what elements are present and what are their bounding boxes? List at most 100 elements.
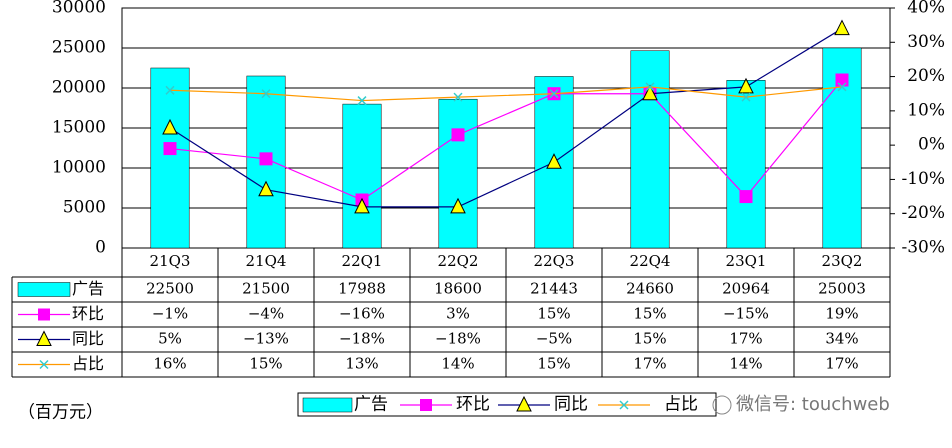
table-cell: 18600 [434, 280, 482, 298]
marker [259, 152, 273, 166]
marker [451, 128, 465, 142]
y2-tick-label: -30% [901, 238, 945, 258]
line [169, 28, 843, 208]
table-cell: −18% [339, 330, 385, 348]
marker [738, 77, 754, 94]
legend-label: 广告 [354, 395, 388, 415]
bar [726, 80, 766, 249]
marker [354, 197, 370, 214]
table-cell: 15% [633, 330, 666, 348]
y2-tick-label: -20% [901, 203, 945, 223]
marker [163, 142, 177, 156]
table-cell: 15% [537, 305, 570, 323]
y2-tick-label: 20% [907, 66, 945, 86]
x-tick-label: 21Q3 [150, 252, 191, 270]
table-cell: 17% [729, 330, 762, 348]
marker [549, 89, 559, 99]
table-cell: 19% [825, 305, 858, 323]
table-cell: 17988 [338, 280, 386, 298]
marker [450, 197, 466, 214]
marker [837, 82, 847, 92]
y-tick-label: 10000 [52, 158, 106, 178]
table-cell: −13% [243, 330, 289, 348]
legend-label: 同比 [554, 395, 588, 415]
table-cell: 25003 [818, 280, 866, 298]
table-cell: −1% [152, 305, 188, 323]
table-cell: 13% [345, 355, 378, 373]
y-tick-label: 15000 [52, 118, 106, 138]
table-cell: 14% [441, 355, 474, 373]
x-tick-label: 22Q1 [342, 252, 383, 270]
table-cell: 5% [158, 330, 182, 348]
legend-key [39, 359, 49, 370]
table-cell: 22500 [146, 280, 194, 298]
y-tick-label: 25000 [52, 38, 106, 58]
unit-label: （百万元） [18, 403, 103, 423]
table-cell: −18% [435, 330, 481, 348]
y-tick-label: 30000 [52, 0, 106, 18]
marker [357, 96, 367, 106]
table-cell: 24660 [626, 280, 674, 298]
marker [162, 118, 178, 135]
legend-key [420, 399, 432, 411]
watermark-icon [712, 395, 732, 415]
y-tick-label: 5000 [63, 198, 106, 218]
marker [834, 19, 850, 36]
y2-tick-label: 0% [918, 135, 945, 155]
table-cell: 17% [633, 355, 666, 373]
table-cell: 15% [537, 355, 570, 373]
table-cell: 20964 [722, 280, 770, 298]
table-cell: 16% [153, 355, 186, 373]
y2-tick-label: 10% [907, 100, 945, 120]
y2-tick-label: 30% [907, 32, 945, 52]
legend-key [17, 282, 71, 297]
bar [150, 67, 190, 249]
table-cell: 3% [446, 305, 470, 323]
bar [630, 50, 670, 249]
bar [534, 76, 574, 249]
marker [546, 153, 562, 169]
marker [739, 190, 753, 204]
table-cell: −15% [723, 305, 769, 323]
y2-tick-label: -10% [901, 169, 945, 189]
marker [258, 180, 274, 197]
table-cell: 21443 [530, 280, 578, 298]
legend-label: 环比 [456, 395, 490, 415]
x-tick-label: 23Q2 [822, 252, 863, 270]
marker [835, 73, 849, 87]
legend-key [516, 395, 532, 412]
table-cell: 15% [249, 355, 282, 373]
line [169, 79, 843, 201]
row-label: 同比 [72, 329, 104, 348]
row-label: 占比 [72, 354, 104, 373]
marker [642, 84, 658, 101]
marker [261, 89, 271, 99]
bar [438, 98, 478, 249]
table-cell: −5% [536, 330, 572, 348]
table-cell: −4% [248, 305, 284, 323]
legend-key [38, 308, 50, 321]
table-cell: 17% [825, 355, 858, 373]
legend-key [302, 397, 353, 413]
legend-key [619, 400, 629, 410]
table-cell: 14% [729, 355, 762, 373]
marker [453, 92, 463, 102]
x-tick-label: 22Q2 [438, 252, 479, 270]
y-tick-label: 20000 [52, 78, 106, 98]
legend-label: 占比 [664, 395, 698, 415]
row-label: 环比 [72, 304, 104, 323]
x-tick-label: 22Q4 [630, 252, 671, 270]
x-tick-label: 21Q4 [246, 252, 287, 270]
marker [165, 85, 175, 95]
y-tick-label: 0 [95, 238, 106, 258]
y2-tick-label: 40% [907, 0, 945, 18]
row-label: 广告 [72, 279, 104, 298]
table-cell: 21500 [242, 280, 290, 298]
legend-key [36, 330, 52, 346]
x-tick-label: 22Q3 [534, 252, 575, 270]
table-cell: −16% [339, 305, 385, 323]
table-cell: 15% [633, 305, 666, 323]
x-tick-label: 23Q1 [726, 252, 767, 270]
bar [342, 103, 382, 249]
